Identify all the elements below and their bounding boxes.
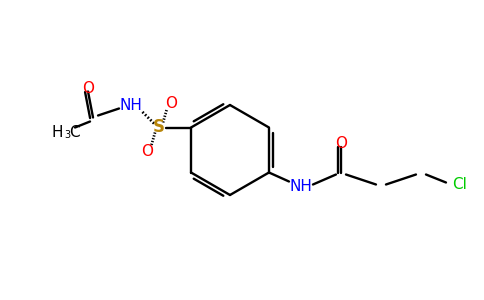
Text: O: O	[82, 81, 94, 96]
Text: Cl: Cl	[453, 177, 468, 192]
Text: H: H	[51, 125, 63, 140]
Text: NH: NH	[120, 98, 142, 113]
Text: O: O	[141, 144, 153, 159]
Text: NH: NH	[289, 179, 312, 194]
Text: C: C	[69, 125, 80, 140]
Text: O: O	[335, 136, 347, 151]
Text: S: S	[153, 118, 165, 136]
Text: 3: 3	[64, 130, 70, 140]
Text: O: O	[165, 96, 177, 111]
